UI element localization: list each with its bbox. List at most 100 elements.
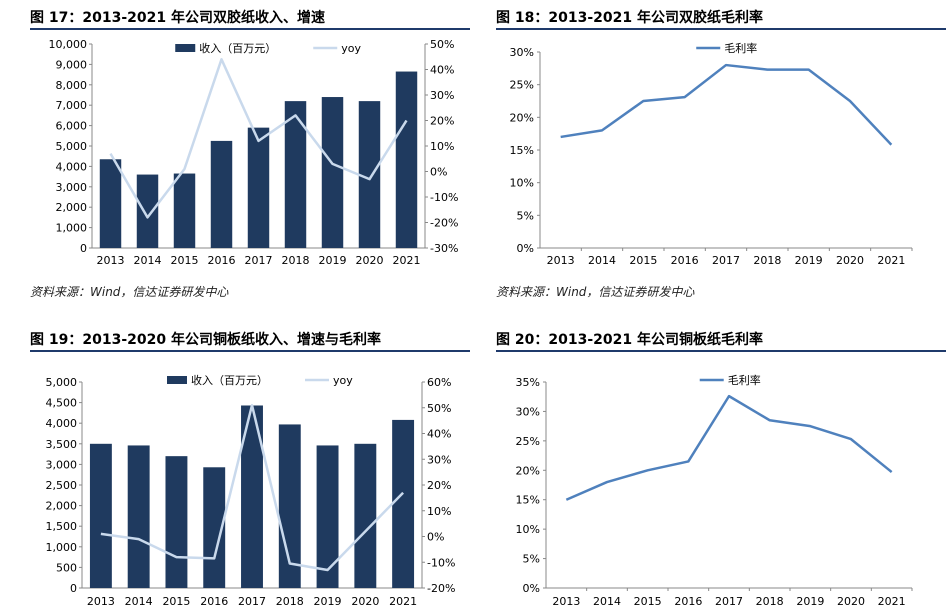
y-left-tick-label: 10,000 <box>49 38 88 51</box>
y-right-tick-label: 40% <box>430 64 454 77</box>
bar-revenue <box>210 140 233 248</box>
x-tick-label: 2014 <box>125 595 153 608</box>
y-tick-label: 0% <box>517 242 534 255</box>
y-tick-label: 0% <box>523 582 540 595</box>
y-right-tick-label: 40% <box>427 428 451 441</box>
bar-revenue <box>247 127 270 248</box>
bar-revenue <box>127 445 150 588</box>
x-tick-label: 2016 <box>200 595 228 608</box>
chart-fig19: 0 500 1,000 1,500 2,000 2,500 3,000 3,500 4,000 4… <box>46 373 456 608</box>
x-tick-label: 2019 <box>796 595 824 608</box>
legend-label-revenue: 收入（百万元） <box>191 373 268 387</box>
y-right-tick-label: 10% <box>427 505 451 518</box>
legend-label-margin: 毛利率 <box>724 41 757 55</box>
chart-source: 资料来源：Wind，信达证券研发中心 <box>496 285 695 299</box>
bar-revenue <box>278 424 301 588</box>
y-left-tick-label: 4,000 <box>56 160 88 173</box>
y-tick-label: 30% <box>510 46 534 59</box>
bar-revenue <box>99 159 122 248</box>
x-tick-label: 2018 <box>276 595 304 608</box>
x-tick-label: 2017 <box>712 254 740 267</box>
x-tick-label: 2016 <box>674 595 702 608</box>
figure-19: 图 19：2013-2020 年公司铜板纸收入、增速与毛利率 0 500 1,000… <box>30 322 470 614</box>
chart-source: 资料来源：Wind，信达证券研发中心 <box>30 285 229 299</box>
x-tick-label: 2015 <box>162 595 190 608</box>
y-left-tick-label: 8,000 <box>56 79 88 92</box>
x-tick-label: 2018 <box>282 254 310 267</box>
x-tick-label: 2013 <box>547 254 575 267</box>
x-tick-label: 2021 <box>393 254 421 267</box>
y-left-tick-label: 0 <box>80 242 87 255</box>
y-tick-label: 25% <box>510 79 534 92</box>
legend-label-yoy: yoy <box>341 42 361 55</box>
bar-revenue <box>241 405 263 588</box>
y-left-tick-label: 500 <box>56 561 77 574</box>
legend-label-revenue: 收入（百万元） <box>199 41 276 55</box>
y-left-tick-label: 2,000 <box>56 201 88 214</box>
y-left-tick-label: 1,000 <box>46 541 78 554</box>
x-tick-label: 2021 <box>878 595 906 608</box>
legend-label-margin: 毛利率 <box>728 373 761 387</box>
figure-20: 图 20：2013-2021 年公司铜板纸毛利率 0% 5% 10% 15% 20% 25… <box>496 322 946 614</box>
y-tick-label: 15% <box>510 144 534 157</box>
y-left-tick-label: 7,000 <box>56 99 88 112</box>
y-right-tick-label: -10% <box>427 556 455 569</box>
figure-18: 图 18：2013-2021 年公司双胶纸毛利率 0% 5% 10% 15% 20% 25… <box>496 0 946 305</box>
y-right-tick-label: -10% <box>430 191 458 204</box>
x-tick-label: 2020 <box>351 595 379 608</box>
x-tick-label: 2014 <box>588 254 616 267</box>
x-tick-label: 2020 <box>837 595 865 608</box>
y-right-tick-label: 20% <box>430 115 454 128</box>
x-tick-label: 2021 <box>877 254 905 267</box>
line-gross-margin <box>560 63 893 146</box>
bar-revenue <box>173 173 196 248</box>
bar-revenue <box>392 419 415 588</box>
x-tick-label: 2019 <box>319 254 347 267</box>
y-right-tick-label: 10% <box>430 140 454 153</box>
y-left-tick-label: 0 <box>70 582 77 595</box>
y-left-tick-label: 3,000 <box>56 181 88 194</box>
legend-swatch-revenue <box>167 376 187 384</box>
x-tick-label: 2021 <box>389 595 417 608</box>
x-tick-label: 2015 <box>634 595 662 608</box>
y-right-tick-label: 30% <box>430 89 454 102</box>
bar-revenue <box>284 101 307 249</box>
y-tick-label: 10% <box>510 177 534 190</box>
y-tick-label: 20% <box>516 464 540 477</box>
y-right-tick-label: -20% <box>430 217 458 230</box>
x-tick-label: 2016 <box>208 254 236 267</box>
bar-revenue <box>136 174 159 248</box>
y-right-tick-label: -30% <box>430 242 458 255</box>
x-tick-label: 2018 <box>756 595 784 608</box>
y-right-tick-label: 50% <box>427 402 451 415</box>
y-tick-label: 15% <box>516 494 540 507</box>
y-right-tick-label: 0% <box>427 531 444 544</box>
line-gross-margin <box>565 394 893 501</box>
y-tick-label: 20% <box>510 111 534 124</box>
legend-swatch-revenue <box>175 44 196 52</box>
x-tick-label: 2015 <box>629 254 657 267</box>
y-tick-label: 5% <box>517 209 534 222</box>
bar-revenue <box>354 443 377 588</box>
x-tick-label: 2019 <box>314 595 342 608</box>
y-tick-label: 25% <box>516 435 540 448</box>
y-left-tick-label: 6,000 <box>56 120 88 133</box>
chart-fig17: 0 1,000 2,000 3,000 4,000 5,000 6,000 7,000 8,00… <box>49 38 459 267</box>
y-right-tick-label: 50% <box>430 38 454 51</box>
y-left-tick-label: 3,000 <box>46 458 78 471</box>
y-left-tick-label: 9,000 <box>56 58 88 71</box>
line-yoy <box>109 58 408 219</box>
x-tick-label: 2016 <box>671 254 699 267</box>
y-right-tick-label: 30% <box>427 453 451 466</box>
y-left-tick-label: 4,000 <box>46 417 78 430</box>
x-tick-label: 2020 <box>356 254 384 267</box>
x-tick-label: 2017 <box>715 595 743 608</box>
y-left-tick-label: 2,000 <box>46 500 78 513</box>
y-left-tick-label: 2,500 <box>46 479 78 492</box>
x-tick-label: 2014 <box>593 595 621 608</box>
y-right-tick-label: 60% <box>427 376 451 389</box>
chart-title: 图 17：2013-2021 年公司双胶纸收入、增速 <box>30 0 470 30</box>
x-tick-label: 2013 <box>87 595 115 608</box>
x-tick-label: 2017 <box>238 595 266 608</box>
y-tick-label: 5% <box>523 553 540 566</box>
